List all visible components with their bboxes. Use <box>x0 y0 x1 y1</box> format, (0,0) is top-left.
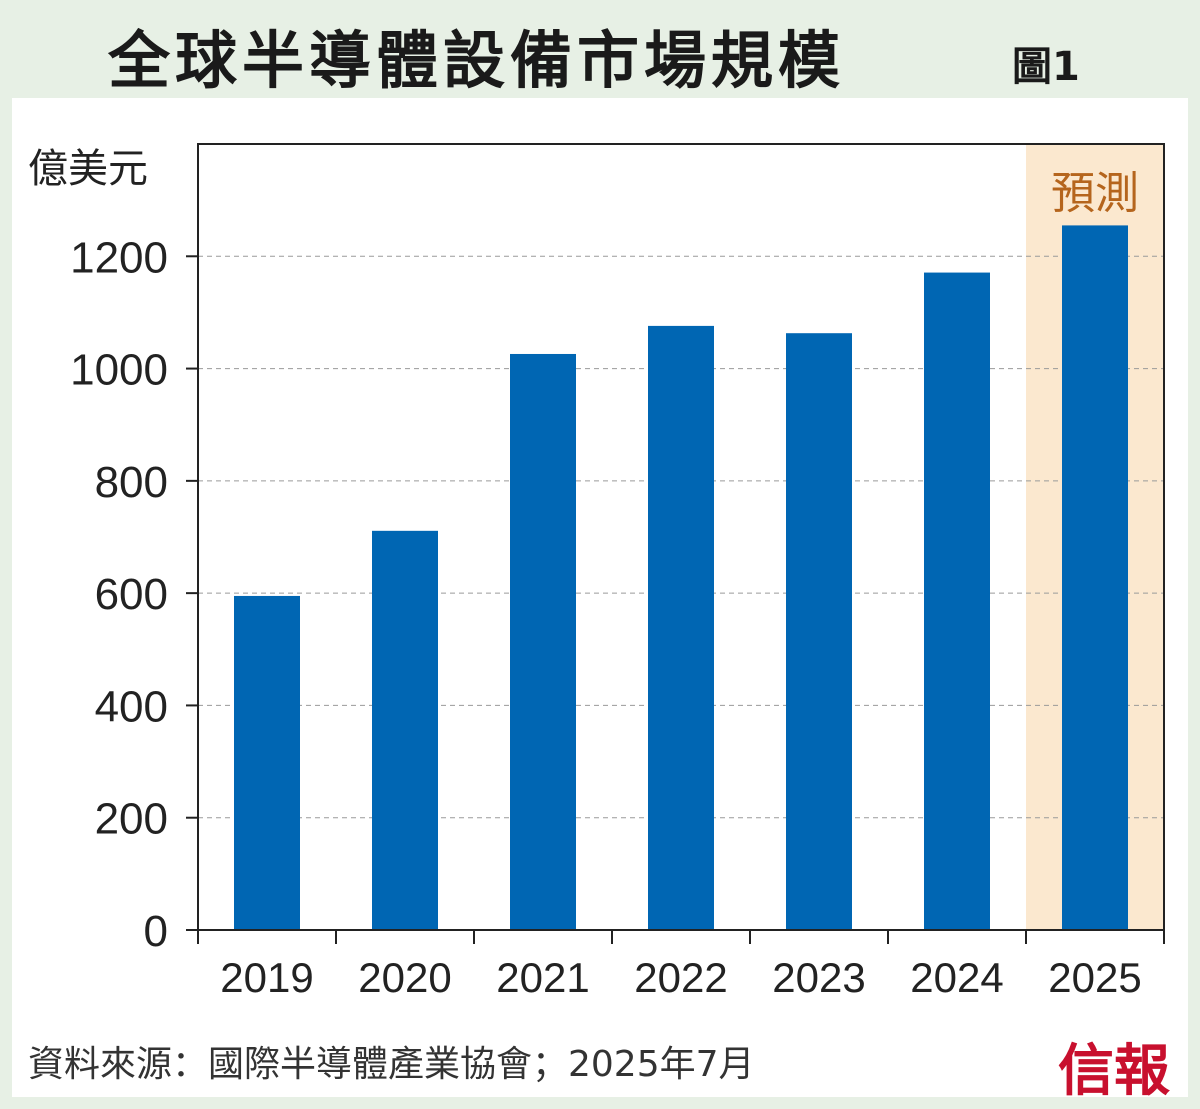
forecast-label: 預測 <box>1051 168 1139 219</box>
bar-2022 <box>648 325 714 931</box>
y-tick-label: 200 <box>95 795 168 844</box>
bar-2020 <box>372 530 438 930</box>
y-tick-label: 1200 <box>70 233 168 282</box>
x-tick-label: 2020 <box>358 954 451 1001</box>
figure-label: 圖1 <box>1012 44 1080 90</box>
bar-2025 <box>1062 225 1128 930</box>
y-tick-label: 800 <box>95 458 168 507</box>
y-tick-label: 400 <box>95 682 168 731</box>
x-tick-label: 2024 <box>910 954 1003 1001</box>
bar-2019 <box>234 595 300 930</box>
x-tick-label: 2019 <box>220 954 313 1001</box>
bar-2021 <box>510 353 576 931</box>
x-tick-label: 2022 <box>634 954 727 1001</box>
source-note: 資料來源：國際半導體產業協會；2025年7月 <box>28 1044 755 1085</box>
y-axis-label: 億美元 <box>28 146 148 192</box>
plot-frame <box>197 143 1165 931</box>
x-tick-label: 2025 <box>1048 954 1141 1001</box>
x-tick-label: 2023 <box>772 954 865 1001</box>
bar-2023 <box>786 333 852 930</box>
bar-2024 <box>924 272 990 930</box>
publisher-logo: 信報 <box>1058 1038 1170 1104</box>
x-tick-label: 2021 <box>496 954 589 1001</box>
chart-header: 全球半導體設備市場規模 圖1 <box>0 0 1200 98</box>
chart-title: 全球半導體設備市場規模 <box>108 24 846 97</box>
y-tick-label: 0 <box>144 907 168 956</box>
y-tick-label: 1000 <box>70 346 168 395</box>
y-tick-label: 600 <box>95 570 168 619</box>
